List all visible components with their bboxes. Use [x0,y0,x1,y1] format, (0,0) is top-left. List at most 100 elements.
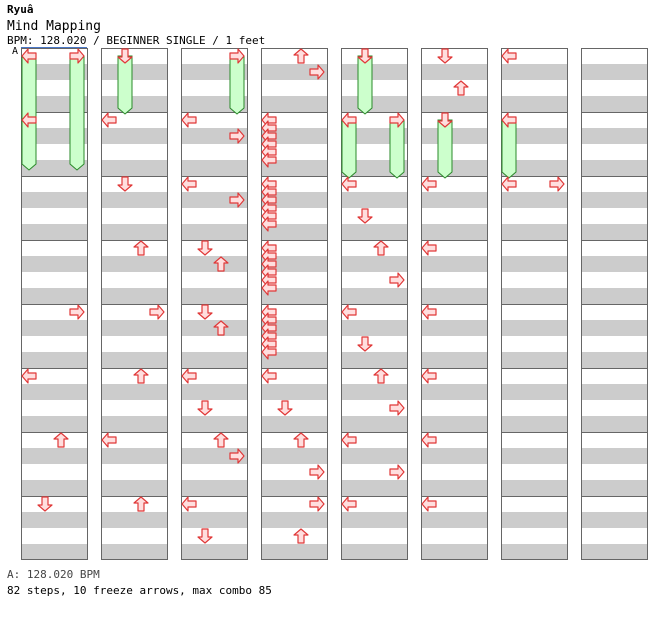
beat-band [581,480,648,496]
freeze-arrow-body [437,119,453,179]
beat-band [341,288,408,304]
right-arrow-icon [389,112,405,128]
down-arrow-icon [37,496,53,512]
beat-band [421,544,488,560]
right-arrow-icon [309,464,325,480]
beat-band [581,512,648,528]
freeze-arrow-body [389,119,405,179]
right-arrow-icon [389,272,405,288]
beat-band [181,384,248,400]
beat-band [501,224,568,240]
column-border [261,48,328,560]
beat-band [101,512,168,528]
beat-band [341,224,408,240]
beat-band [421,160,488,176]
beat-band [101,480,168,496]
beat-band [101,192,168,208]
beat-band [581,160,648,176]
beat-band [581,192,648,208]
beat-band [501,448,568,464]
beat-band [341,352,408,368]
bpm-summary: A: 128.020 BPM [7,568,100,581]
beat-band [581,224,648,240]
beat-band [181,416,248,432]
beat-band [101,160,168,176]
right-arrow-icon [229,192,245,208]
left-arrow-icon [421,368,437,384]
beat-band [261,192,328,208]
down-arrow-icon [197,304,213,320]
beat-band [341,96,408,112]
beat-band [21,192,88,208]
left-arrow-icon [21,48,37,64]
beat-band [341,320,408,336]
beat-band [421,384,488,400]
beat-band [501,544,568,560]
chart-column [101,48,168,560]
beat-band [261,96,328,112]
beat-band [261,128,328,144]
column-border [181,48,248,560]
beat-band [421,320,488,336]
left-arrow-icon [341,304,357,320]
beat-band [261,448,328,464]
down-arrow-icon [197,528,213,544]
left-arrow-icon [421,432,437,448]
right-arrow-icon [549,176,565,192]
beat-band [341,512,408,528]
left-arrow-icon [421,496,437,512]
up-arrow-icon [213,432,229,448]
chart-column [581,48,648,560]
beat-band [341,384,408,400]
beat-band [501,128,568,144]
beat-band [421,512,488,528]
beat-band [261,544,328,560]
freeze-arrow-body [341,119,357,179]
beat-band [341,64,408,80]
beat-band [581,288,648,304]
up-arrow-icon [133,496,149,512]
left-arrow-icon [501,112,517,128]
beat-band [101,256,168,272]
beat-band [21,224,88,240]
left-arrow-icon [181,368,197,384]
beat-band [181,544,248,560]
up-arrow-icon [293,48,309,64]
beat-band [501,480,568,496]
beat-band [341,416,408,432]
beat-band [261,256,328,272]
left-arrow-icon [21,368,37,384]
column-border [341,48,408,560]
up-arrow-icon [213,256,229,272]
beat-band [181,480,248,496]
step-stats: 82 steps, 10 freeze arrows, max combo 85 [7,584,272,597]
left-arrow-icon [501,176,517,192]
beat-band [101,384,168,400]
down-arrow-icon [437,112,453,128]
beat-band [341,256,408,272]
left-arrow-icon [421,176,437,192]
beat-band [21,256,88,272]
right-arrow-icon [69,304,85,320]
right-arrow-icon [69,48,85,64]
beat-band [181,320,248,336]
left-arrow-icon [421,304,437,320]
beat-band [501,512,568,528]
down-arrow-icon [357,208,373,224]
beat-band [101,224,168,240]
beat-band [101,288,168,304]
beat-band [101,448,168,464]
beat-band [421,128,488,144]
beat-band [181,160,248,176]
down-arrow-icon [117,176,133,192]
left-arrow-icon [421,240,437,256]
beat-band [21,512,88,528]
down-arrow-icon [277,400,293,416]
freeze-arrow-body [117,55,133,115]
left-arrow-icon [101,112,117,128]
beat-band [581,256,648,272]
beat-band [581,64,648,80]
beat-band [581,320,648,336]
beat-band [21,448,88,464]
beat-band [181,192,248,208]
